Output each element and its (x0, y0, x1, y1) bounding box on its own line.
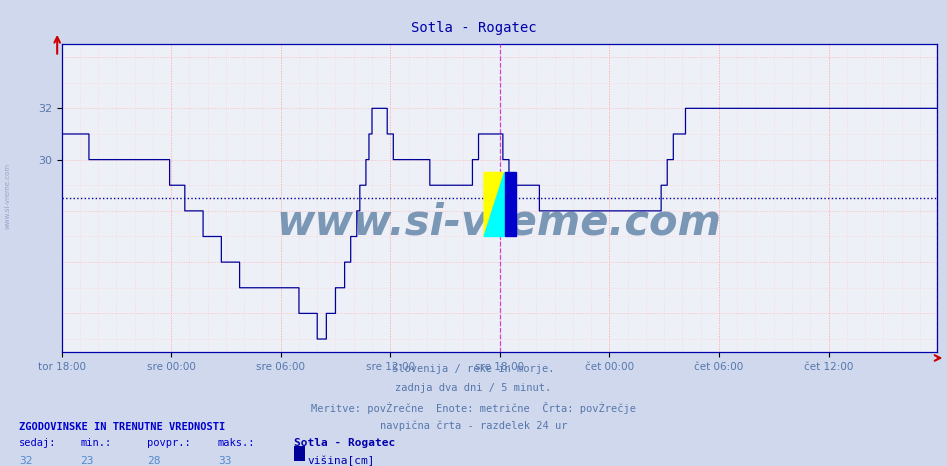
Text: 28: 28 (147, 456, 160, 466)
Polygon shape (505, 172, 515, 237)
Text: ZGODOVINSKE IN TRENUTNE VREDNOSTI: ZGODOVINSKE IN TRENUTNE VREDNOSTI (19, 422, 225, 432)
Text: višina[cm]: višina[cm] (308, 456, 375, 466)
Text: zadnja dva dni / 5 minut.: zadnja dva dni / 5 minut. (396, 383, 551, 393)
Text: Slovenija / reke in morje.: Slovenija / reke in morje. (392, 364, 555, 374)
Text: min.:: min.: (80, 438, 112, 448)
Text: www.si-vreme.com: www.si-vreme.com (5, 163, 10, 229)
Text: Meritve: povŻrečne  Enote: metrične  Črta: povŻrečje: Meritve: povŻrečne Enote: metrične Črta:… (311, 402, 636, 414)
Text: navpična črta - razdelek 24 ur: navpična črta - razdelek 24 ur (380, 420, 567, 431)
Text: www.si-vreme.com: www.si-vreme.com (277, 202, 722, 244)
Text: Sotla - Rogatec: Sotla - Rogatec (294, 438, 395, 448)
Text: 33: 33 (218, 456, 231, 466)
Text: 32: 32 (19, 456, 32, 466)
Text: Sotla - Rogatec: Sotla - Rogatec (411, 21, 536, 35)
Polygon shape (484, 172, 505, 237)
Polygon shape (484, 172, 505, 237)
Text: 23: 23 (80, 456, 94, 466)
Text: povpr.:: povpr.: (147, 438, 190, 448)
Text: maks.:: maks.: (218, 438, 256, 448)
Text: sedaj:: sedaj: (19, 438, 57, 448)
